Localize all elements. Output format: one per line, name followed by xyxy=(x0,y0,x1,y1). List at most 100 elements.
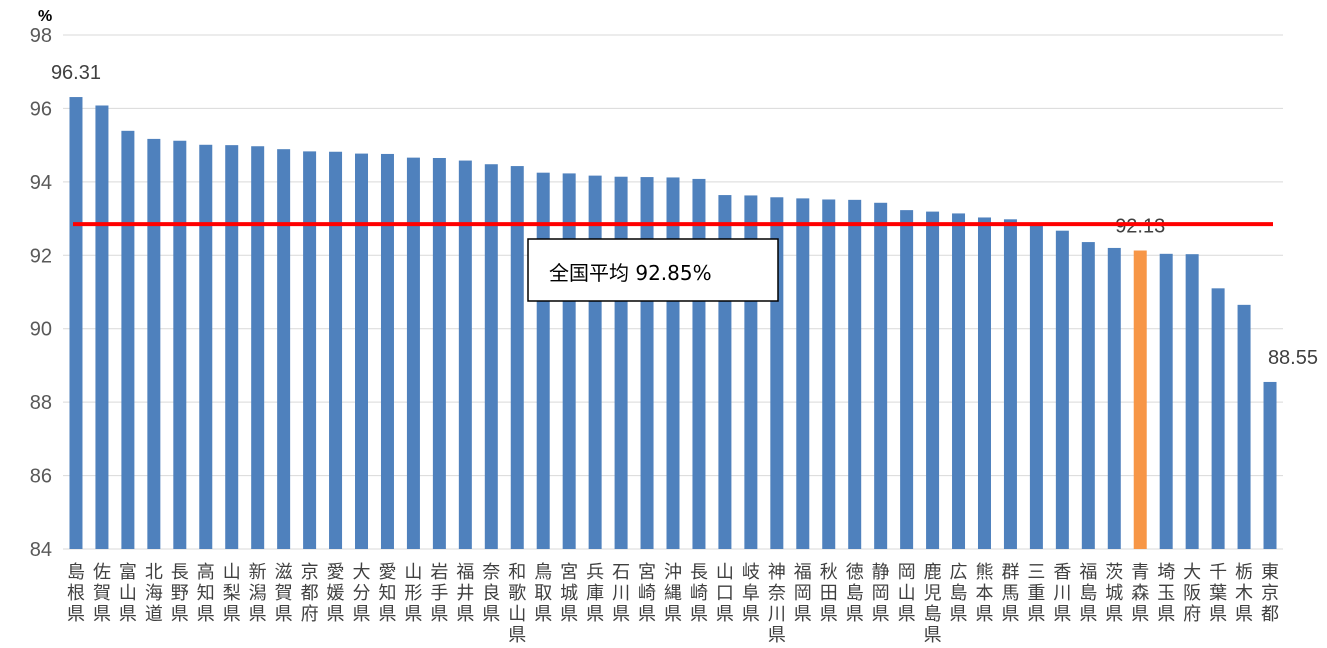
bar xyxy=(329,151,343,549)
category-label: 群馬県 xyxy=(1001,562,1019,625)
average-label-box xyxy=(527,238,779,302)
category-label: 長野県 xyxy=(171,562,189,625)
bar xyxy=(926,211,940,549)
y-tick-label: 94 xyxy=(30,172,52,194)
category-label: 秋田県 xyxy=(820,562,838,625)
y-tick-label: 98 xyxy=(30,25,52,47)
category-label: 兵庫県 xyxy=(586,562,604,625)
bar xyxy=(1159,253,1173,549)
bar xyxy=(458,160,472,549)
category-label: 茨城県 xyxy=(1105,562,1123,625)
bar xyxy=(380,153,394,549)
category-label: 青森県 xyxy=(1131,562,1149,625)
category-label: 山形県 xyxy=(404,562,422,625)
category-label: 新潟県 xyxy=(249,562,267,625)
bar xyxy=(977,217,991,549)
bar xyxy=(303,151,317,549)
category-label: 山梨県 xyxy=(223,562,241,625)
category-label: 徳島県 xyxy=(846,562,864,625)
category-labels: 島根県佐賀県富山県北海道長野県高知県山梨県新潟県滋賀県京都府愛媛県大分県愛知県山… xyxy=(67,562,1279,646)
y-tick-label: 86 xyxy=(30,466,52,488)
category-label: 長崎県 xyxy=(690,562,708,625)
category-label: 山口県 xyxy=(716,562,734,625)
category-label: 福井県 xyxy=(456,562,474,625)
y-tick-label: 88 xyxy=(30,392,52,414)
category-label: 広島県 xyxy=(950,562,968,625)
category-label: 埼玉県 xyxy=(1157,562,1175,625)
bar xyxy=(1185,254,1199,549)
category-label: 宮城県 xyxy=(560,562,578,625)
bar xyxy=(796,198,810,549)
bar xyxy=(1263,381,1277,549)
bar xyxy=(640,177,654,549)
category-label: 三重県 xyxy=(1027,562,1045,625)
bar xyxy=(121,130,135,549)
y-tick-label: 84 xyxy=(30,539,52,561)
category-label: 滋賀県 xyxy=(275,562,293,625)
category-label: 和歌山県 xyxy=(508,562,526,646)
y-tick-label: 96 xyxy=(30,98,52,120)
bar xyxy=(147,138,161,549)
bar xyxy=(1237,304,1251,549)
bar xyxy=(1081,242,1095,549)
category-label: 香川県 xyxy=(1053,562,1071,625)
bar xyxy=(484,164,498,550)
category-label: 北海道 xyxy=(145,562,163,625)
bar xyxy=(406,157,420,549)
bar xyxy=(95,105,109,550)
bar xyxy=(277,149,291,549)
bars xyxy=(69,97,1277,550)
category-label: 石川県 xyxy=(612,562,630,625)
bar xyxy=(173,140,187,550)
category-label: 岩手県 xyxy=(430,562,448,625)
y-tick-label: 90 xyxy=(30,319,52,341)
category-label: 千葉県 xyxy=(1209,562,1227,625)
category-label: 宮崎県 xyxy=(638,562,656,625)
category-label: 岐阜県 xyxy=(742,562,760,625)
bar xyxy=(432,157,446,550)
bar xyxy=(199,144,213,549)
bar xyxy=(848,199,862,549)
category-label: 福島県 xyxy=(1079,562,1097,625)
bar xyxy=(1107,247,1121,549)
bar xyxy=(1133,250,1147,549)
data-label: 88.55 xyxy=(1268,347,1318,369)
bar xyxy=(900,210,914,549)
category-label: 鹿児島県 xyxy=(924,562,942,646)
average-label: 全国平均 92.85% xyxy=(549,261,712,285)
category-label: 富山県 xyxy=(119,562,137,625)
bar xyxy=(614,176,628,549)
bar xyxy=(822,199,836,550)
bar xyxy=(588,175,602,549)
category-label: 佐賀県 xyxy=(93,562,111,625)
bar xyxy=(1029,223,1043,549)
y-tick-label: 92 xyxy=(30,245,52,267)
bar xyxy=(666,177,680,549)
category-label: 岡山県 xyxy=(898,562,916,625)
category-label: 東京都 xyxy=(1261,562,1279,625)
category-label: 栃木県 xyxy=(1235,562,1253,625)
category-label: 奈良県 xyxy=(482,562,500,625)
bar xyxy=(536,172,550,549)
bar xyxy=(562,173,576,549)
data-label: 92.13 xyxy=(1115,216,1165,238)
category-label: 沖縄県 xyxy=(664,562,682,625)
bar xyxy=(69,97,83,550)
category-label: 大阪府 xyxy=(1183,562,1201,625)
bar xyxy=(1211,288,1225,549)
category-label: 大分県 xyxy=(353,562,371,625)
data-labels: 96.31 92.13 88.55 xyxy=(51,62,1318,369)
category-label: 高知県 xyxy=(197,562,215,625)
y-axis-ticks: 84 86 88 90 92 94 96 98 xyxy=(30,25,52,561)
average-group: 全国平均 92.85% xyxy=(73,222,1273,302)
category-label: 静岡県 xyxy=(872,562,890,625)
category-label: 鳥取県 xyxy=(534,562,552,625)
y-axis-unit: % xyxy=(38,8,52,25)
bar xyxy=(874,202,888,549)
bar xyxy=(225,145,239,549)
bar xyxy=(355,153,369,549)
data-label: 96.31 xyxy=(51,62,101,84)
category-label: 愛媛県 xyxy=(327,562,345,625)
bar xyxy=(510,166,524,549)
